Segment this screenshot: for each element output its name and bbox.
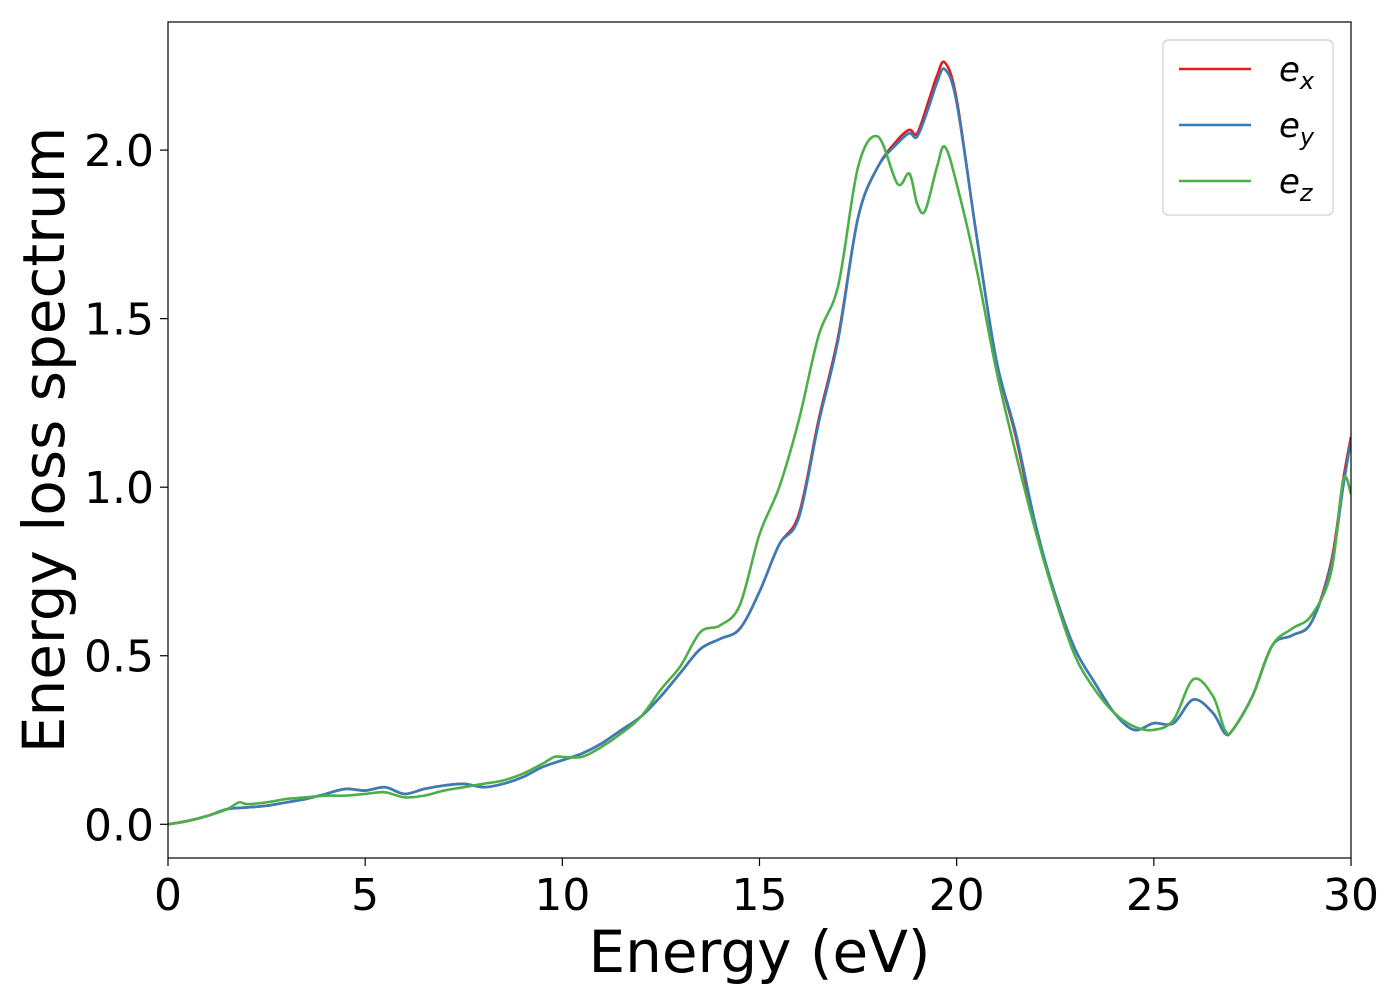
x-axis-label: Energy (eV) [588,918,930,986]
y-tick-label: 1.0 [84,463,154,514]
x-tick-label: 25 [1126,870,1182,921]
x-tick-label: 15 [732,870,788,921]
series-layer [168,60,1351,826]
legend-label-x: ex [1279,50,1315,95]
legend: ex ey ez [1162,39,1334,216]
x-tick-label: 20 [929,870,985,921]
y-tick-label: 1.5 [84,295,154,346]
x-tick-label: 0 [154,870,182,921]
legend-box [1162,39,1334,216]
series-line-y [168,67,1351,826]
x-tick-label: 10 [534,870,590,921]
y-tick-label: 0.0 [84,800,154,851]
x-tick-label: 5 [351,870,379,921]
y-tick-label: 0.5 [84,632,154,683]
x-tick-label: 30 [1323,870,1379,921]
x-axis: 0 5 10 15 20 25 30 [154,858,1379,921]
legend-label-z: ez [1279,162,1314,207]
y-axis: 0.0 0.5 1.0 1.5 2.0 [84,126,168,851]
series-line-z [168,134,1351,826]
y-tick-label: 2.0 [84,126,154,177]
y-axis-label: Energy loss spectrum [10,127,78,753]
legend-label-y: ey [1279,106,1315,151]
